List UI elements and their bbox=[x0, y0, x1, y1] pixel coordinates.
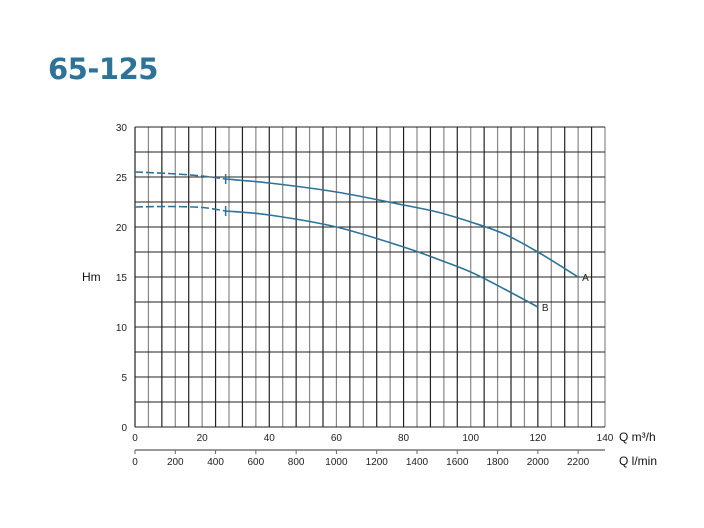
y-axis-label: Hm bbox=[82, 270, 101, 284]
x-tick-label: 80 bbox=[398, 433, 410, 444]
secondary-tick-label: 800 bbox=[288, 457, 305, 468]
curve-A bbox=[225, 178, 579, 278]
x-axis-secondary-label: Q l/min bbox=[619, 454, 657, 468]
secondary-tick-label: 200 bbox=[167, 457, 184, 468]
chart-title: 65-125 bbox=[48, 52, 158, 86]
secondary-tick-label: 1800 bbox=[486, 457, 509, 468]
y-tick-label: 10 bbox=[116, 323, 128, 334]
x-tick-label: 40 bbox=[264, 433, 276, 444]
grid bbox=[134, 126, 606, 428]
curve-B bbox=[225, 210, 539, 308]
y-tick-label: 0 bbox=[121, 423, 127, 434]
x-tick-label: 20 bbox=[197, 433, 209, 444]
x-tick-label: 140 bbox=[597, 433, 614, 444]
curve-label-A: A bbox=[582, 273, 589, 284]
y-tick-label: 5 bbox=[121, 373, 127, 384]
x-tick-label: 60 bbox=[331, 433, 343, 444]
y-tick-label: 30 bbox=[116, 123, 128, 134]
x-tick-label: 0 bbox=[132, 433, 138, 444]
secondary-tick-label: 0 bbox=[132, 457, 138, 468]
curve-label-B: B bbox=[542, 303, 549, 314]
curve-A-dashed bbox=[134, 171, 226, 180]
curve-B-dashed bbox=[134, 205, 226, 212]
secondary-tick-label: 1600 bbox=[446, 457, 469, 468]
y-tick-label: 20 bbox=[116, 223, 128, 234]
x-tick-label: 100 bbox=[462, 433, 479, 444]
y-tick-label: 25 bbox=[116, 173, 128, 184]
secondary-tick-label: 400 bbox=[207, 457, 224, 468]
x-tick-label: 120 bbox=[530, 433, 547, 444]
x-axis-label: Q m³/h bbox=[619, 430, 656, 444]
secondary-tick-label: 600 bbox=[248, 457, 265, 468]
secondary-tick-label: 1000 bbox=[325, 457, 348, 468]
secondary-tick-label: 1200 bbox=[366, 457, 389, 468]
secondary-tick-label: 2200 bbox=[567, 457, 590, 468]
y-tick-label: 15 bbox=[116, 273, 128, 284]
secondary-tick-label: 1400 bbox=[406, 457, 429, 468]
curves: AB bbox=[134, 171, 589, 314]
secondary-tick-label: 2000 bbox=[527, 457, 550, 468]
